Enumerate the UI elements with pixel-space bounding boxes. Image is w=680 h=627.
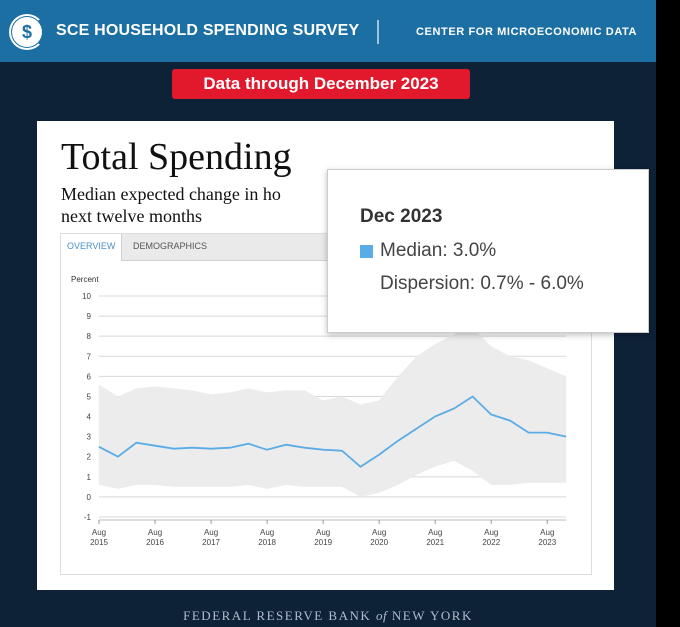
x-tick-year: 2017 [202, 538, 220, 547]
x-tick-year: 2021 [426, 538, 444, 547]
median-series-line [98, 395, 567, 468]
data-tooltip: Dec 2023 Median: 3.0% Dispersion: 0.7% -… [327, 169, 649, 333]
center-name: CENTER FOR MICROECONOMIC DATA [416, 26, 638, 38]
x-tick-year: 2019 [314, 538, 332, 547]
subtitle-line-1: Median expected change in ho [61, 184, 281, 204]
x-tick-month: Aug [540, 528, 554, 537]
x-tick-year: 2015 [90, 538, 108, 547]
y-tick-label: 6 [87, 372, 92, 381]
line-chart: Percent-1012345678910Aug2015Aug2016Aug20… [71, 275, 567, 547]
x-tick-year: 2020 [370, 538, 388, 547]
y-tick-label: 9 [87, 312, 92, 321]
chart-subtitle: Median expected change in ho next twelve… [61, 183, 351, 227]
tooltip-date: Dec 2023 [360, 206, 443, 227]
y-tick-label: 3 [87, 433, 92, 442]
x-tick-month: Aug [148, 528, 162, 537]
tooltip-median: Median: 3.0% [380, 240, 497, 261]
header-divider [377, 20, 379, 44]
x-tick-month: Aug [260, 528, 274, 537]
y-tick-label: -1 [84, 513, 92, 522]
y-tick-label: 0 [87, 493, 92, 502]
y-tick-label: 8 [87, 332, 92, 341]
y-tick-label: 10 [82, 292, 91, 301]
footer-left: FEDERAL RESERVE BANK [183, 608, 372, 623]
x-tick-month: Aug [204, 528, 218, 537]
y-tick-label: 2 [87, 453, 92, 462]
footer-of: of [376, 608, 388, 623]
median-legend-swatch [360, 245, 373, 258]
footer-credit: FEDERAL RESERVE BANK of NEW YORK [0, 608, 656, 624]
subtitle-line-2: next twelve months [61, 206, 202, 226]
x-tick-year: 2018 [258, 538, 276, 547]
footer-right: NEW YORK [391, 608, 473, 623]
x-tick-year: 2022 [482, 538, 500, 547]
y-tick-label: 5 [87, 392, 92, 401]
tab-overview[interactable]: OVERVIEW [61, 234, 123, 261]
x-tick-year: 2016 [146, 538, 164, 547]
tab-demographics[interactable]: DEMOGRAPHICS [133, 241, 208, 251]
x-tick-month: Aug [428, 528, 442, 537]
x-tick-month: Aug [372, 528, 386, 537]
right-edge-strip [656, 0, 680, 627]
x-tick-month: Aug [484, 528, 498, 537]
chart-container: OVERVIEW DEMOGRAPHICS Percent -1 0 1 2 3 4 5 6 7 8… [60, 233, 592, 575]
x-tick-month: Aug [92, 528, 106, 537]
header-bar: $ SCE HOUSEHOLD SPENDING SURVEY CENTER F… [0, 0, 656, 62]
survey-title: SCE HOUSEHOLD SPENDING SURVEY [56, 22, 360, 39]
data-through-badge: Data through December 2023 [172, 69, 470, 99]
y-tick-label: 4 [87, 413, 92, 422]
chart-title: Total Spending [61, 136, 292, 178]
y-axis-label: Percent [71, 275, 99, 284]
x-tick-month: Aug [316, 528, 330, 537]
dollar-cycle-icon: $ [9, 14, 45, 50]
x-tick-year: 2023 [538, 538, 556, 547]
tooltip-dispersion: Dispersion: 0.7% - 6.0% [380, 273, 584, 294]
y-tick-label: 1 [87, 473, 92, 482]
y-tick-label: 7 [87, 352, 92, 361]
dispersion-band [98, 328, 567, 497]
